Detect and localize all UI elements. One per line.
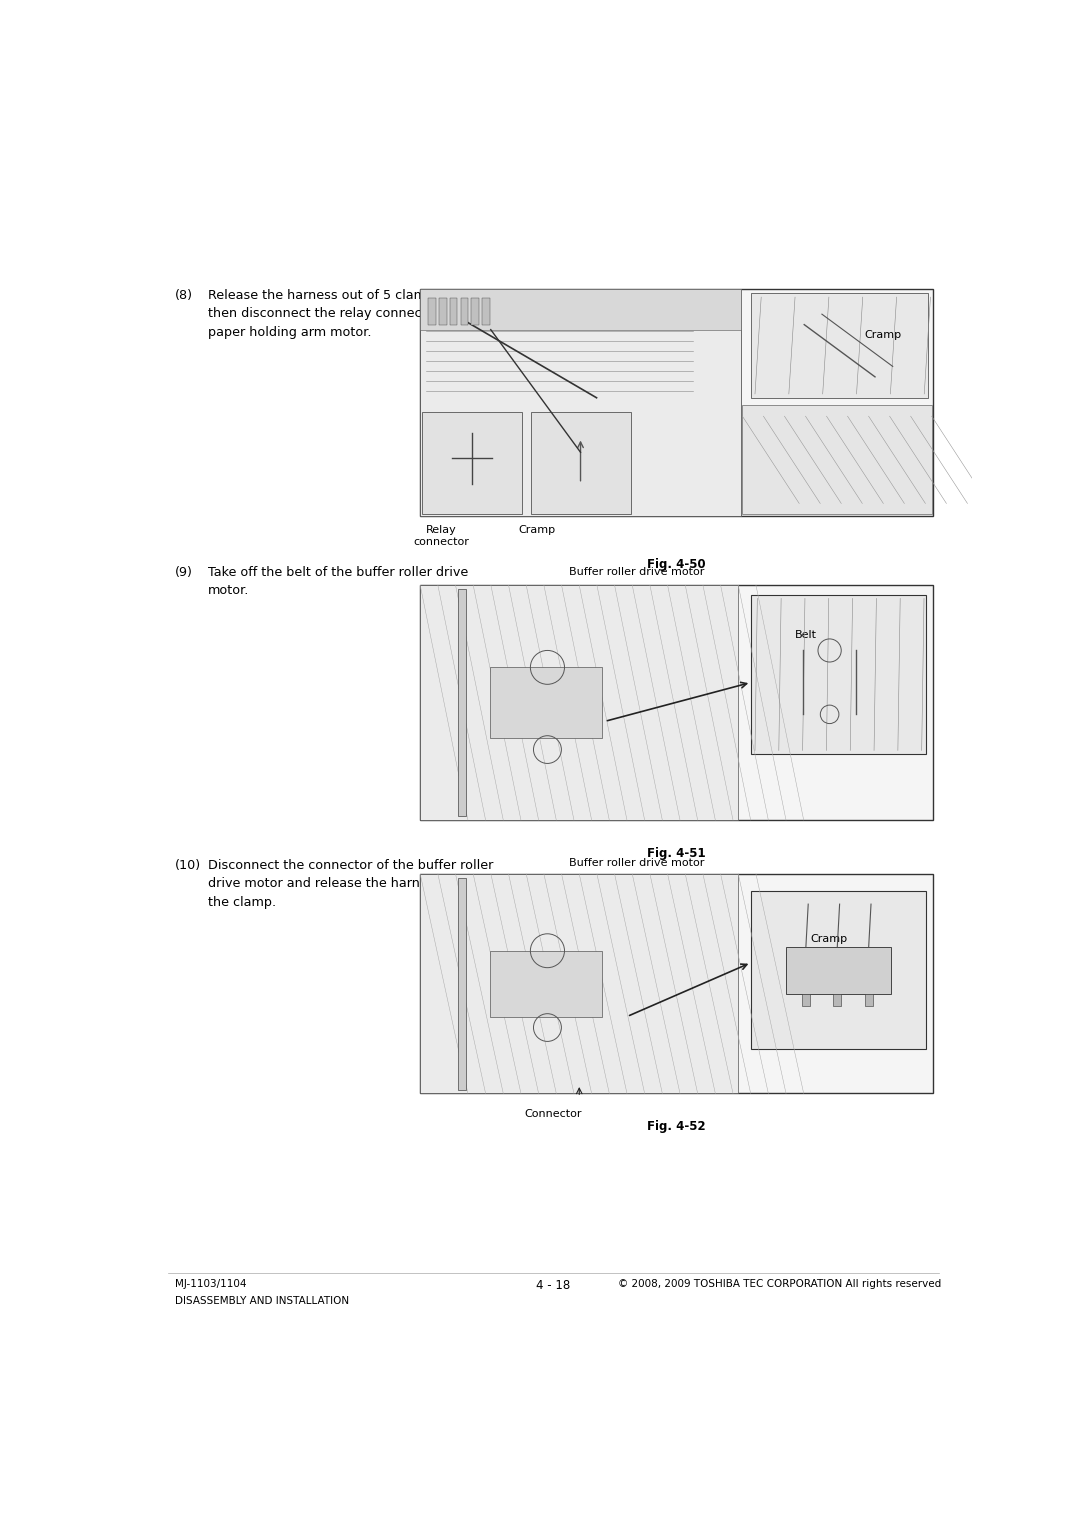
Bar: [420, 289, 933, 516]
Bar: [530, 412, 631, 515]
Bar: [742, 405, 932, 515]
Bar: [428, 298, 435, 325]
Bar: [449, 298, 458, 325]
Bar: [751, 594, 926, 754]
Text: Fig. 4-52: Fig. 4-52: [647, 1121, 706, 1133]
Bar: [471, 298, 480, 325]
Text: © 2008, 2009 TOSHIBA TEC CORPORATION All rights reserved: © 2008, 2009 TOSHIBA TEC CORPORATION All…: [618, 1280, 941, 1289]
Text: Belt: Belt: [795, 631, 816, 640]
Bar: [490, 667, 602, 738]
Text: (8): (8): [175, 289, 193, 302]
Bar: [420, 585, 933, 820]
Bar: [458, 878, 467, 1090]
Bar: [751, 892, 926, 1049]
Bar: [490, 951, 602, 1017]
Text: Fig. 4-50: Fig. 4-50: [647, 559, 706, 571]
Text: DISASSEMBLY AND INSTALLATION: DISASSEMBLY AND INSTALLATION: [175, 1296, 350, 1306]
Bar: [420, 289, 741, 516]
Text: Disconnect the connector of the buffer roller
drive motor and release the harnes: Disconnect the connector of the buffer r…: [207, 858, 494, 909]
Text: Cramp: Cramp: [518, 525, 555, 534]
Text: Cramp: Cramp: [810, 935, 847, 944]
Text: Fig. 4-51: Fig. 4-51: [647, 847, 706, 860]
Text: Release the harness out of 5 clamps, and
then disconnect the relay connector of : Release the harness out of 5 clamps, and…: [207, 289, 481, 339]
Bar: [420, 873, 739, 1093]
Bar: [786, 947, 891, 994]
Bar: [751, 293, 928, 397]
Bar: [864, 994, 873, 1006]
Text: Take off the belt of the buffer roller drive
motor.: Take off the belt of the buffer roller d…: [207, 567, 468, 597]
Bar: [420, 873, 933, 1093]
Text: MJ-1103/1104: MJ-1103/1104: [175, 1280, 247, 1289]
Text: (10): (10): [175, 858, 202, 872]
Text: 4 - 18: 4 - 18: [537, 1280, 570, 1292]
Text: Connector: Connector: [525, 1109, 582, 1119]
Text: Relay
connector: Relay connector: [414, 525, 469, 547]
Bar: [438, 298, 446, 325]
Text: Buffer roller drive motor: Buffer roller drive motor: [569, 568, 704, 577]
Bar: [801, 994, 810, 1006]
Bar: [460, 298, 469, 325]
Bar: [420, 585, 739, 820]
Bar: [833, 994, 841, 1006]
Bar: [420, 289, 741, 330]
Text: Buffer roller drive motor: Buffer roller drive motor: [569, 858, 704, 867]
Bar: [458, 589, 467, 815]
Text: Cramp: Cramp: [864, 330, 902, 341]
Bar: [482, 298, 490, 325]
Text: (9): (9): [175, 567, 193, 579]
Bar: [422, 412, 522, 515]
